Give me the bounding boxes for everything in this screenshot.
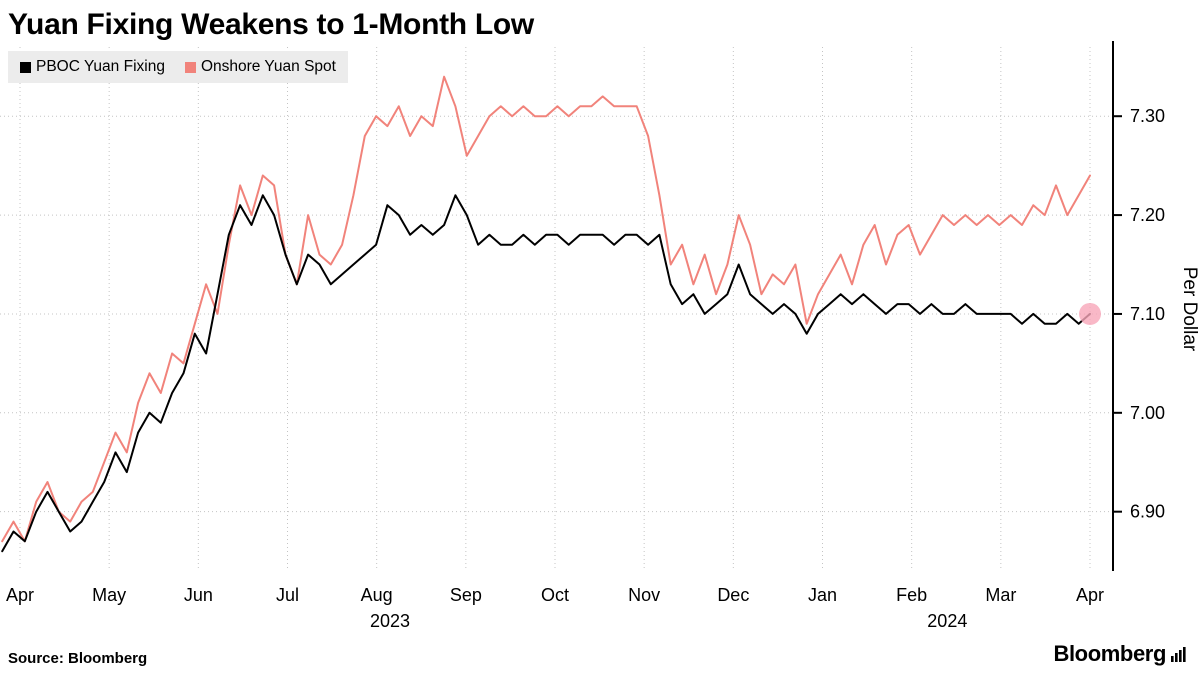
legend-swatch-black [20, 61, 31, 73]
x-tick-label: May [92, 585, 126, 605]
y-tick-label: 7.00 [1130, 403, 1165, 423]
bloomberg-logo: Bloomberg [1053, 641, 1186, 667]
y-tick-label: 7.30 [1130, 106, 1165, 126]
end-point-marker [1079, 302, 1101, 325]
x-tick-label: Nov [628, 585, 660, 605]
x-tick-label: Sep [450, 585, 482, 605]
x-tick-label: Apr [1076, 585, 1104, 605]
legend-label-pboc-yuan-fixing: PBOC Yuan Fixing [36, 58, 165, 75]
x-tick-label: Jun [184, 585, 213, 605]
y-tick-label: 7.10 [1130, 304, 1165, 324]
chart-footer: Source: Bloomberg Bloomberg [0, 641, 1200, 675]
legend-swatch-red [184, 61, 196, 73]
chart-title: Yuan Fixing Weakens to 1-Month Low [8, 8, 534, 41]
series-line-onshore-yuan-spot [1, 75, 1091, 543]
chart-legend: PBOC Yuan Fixing Onshore Yuan Spot [8, 51, 348, 83]
x-tick-label: Jan [808, 585, 837, 605]
source-label: Source: Bloomberg [8, 650, 148, 667]
legend-item-onshore-yuan-spot: Onshore Yuan Spot [184, 58, 336, 76]
legend-item-pboc-yuan-fixing: PBOC Yuan Fixing [20, 58, 165, 76]
year-label: 2024 [927, 611, 967, 631]
y-tick-label: 7.20 [1130, 205, 1165, 225]
y-tick-label: 6.90 [1130, 502, 1165, 522]
line-chart-plot: Apr May Jun Jul Aug Sep Oct Nov Dec Jan Feb Mar Apr 2… [0, 41, 1200, 631]
y-axis-title: Per Dollar [1179, 267, 1200, 352]
legend-label-onshore-yuan-spot: Onshore Yuan Spot [200, 58, 336, 75]
x-tick-label: Oct [541, 585, 569, 605]
x-tick-label: Feb [896, 585, 927, 605]
bloomberg-wordmark: Bloomberg [1053, 641, 1166, 666]
x-tick-label: Apr [6, 585, 34, 605]
bloomberg-bars-icon [1171, 646, 1186, 662]
x-tick-label: Mar [985, 585, 1016, 605]
chart-area: PBOC Yuan Fixing Onshore Yuan Spot Apr Ma… [0, 41, 1200, 641]
year-label: 2023 [370, 611, 410, 631]
x-tick-label: Jul [276, 585, 299, 605]
x-tick-label: Dec [717, 585, 749, 605]
x-tick-label: Aug [361, 585, 393, 605]
series-line-pboc-yuan-fixing [1, 194, 1091, 553]
